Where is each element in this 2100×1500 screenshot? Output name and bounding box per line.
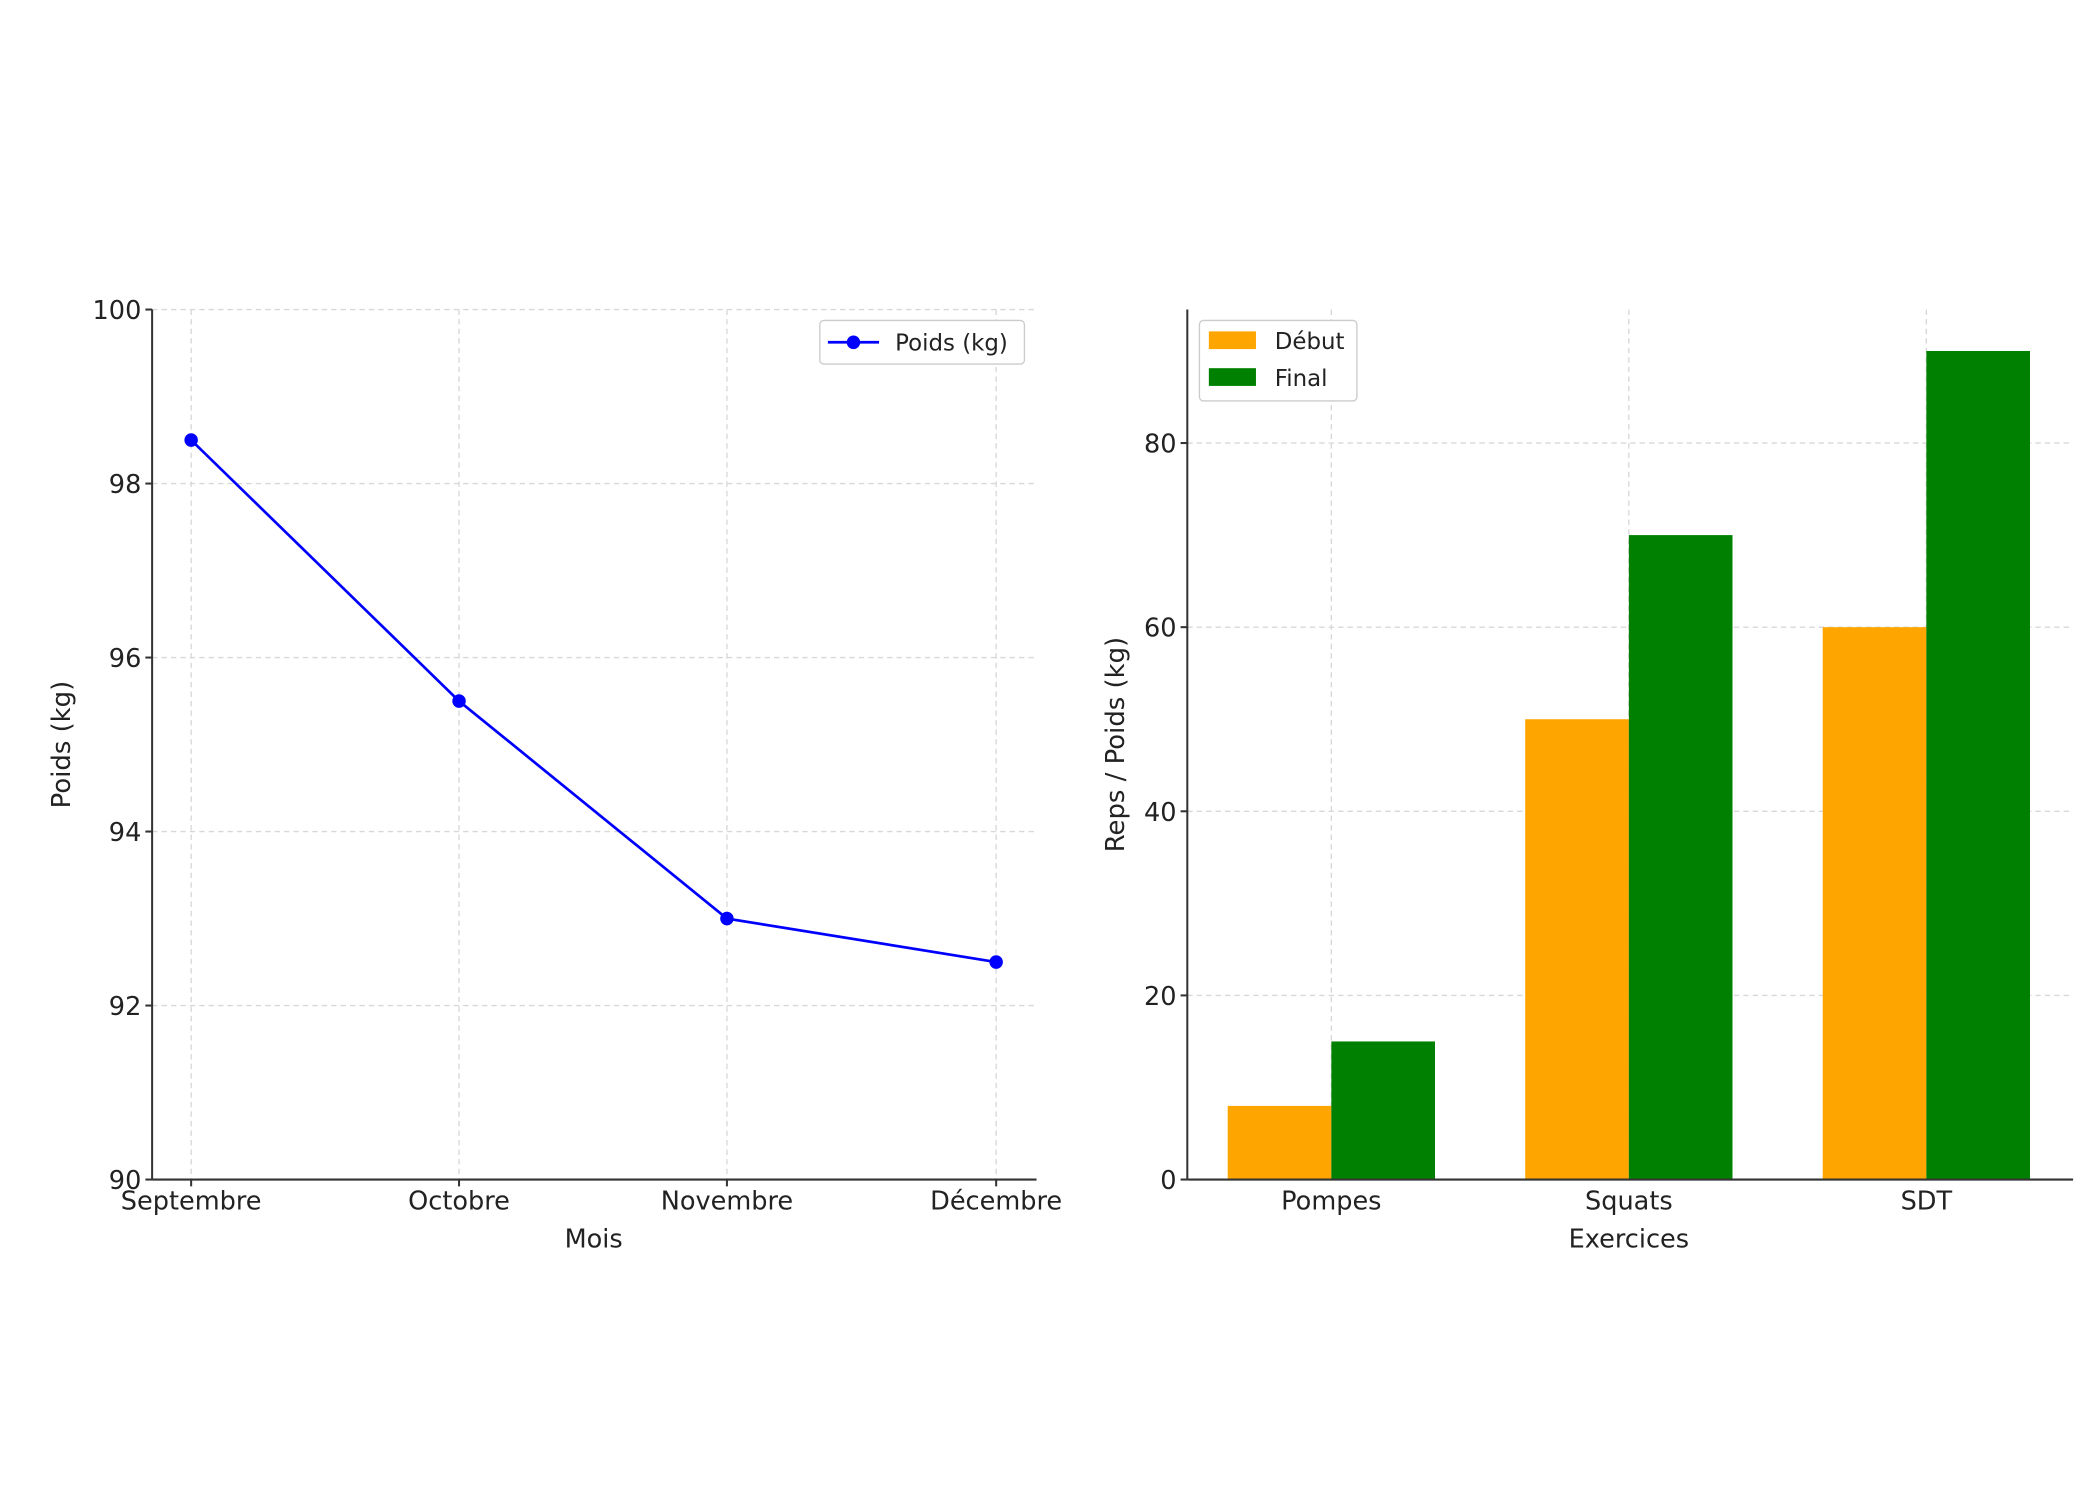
- legend-label: Final: [1275, 366, 1328, 392]
- legend-label: Poids (kg): [895, 330, 1008, 356]
- y-tick-label: 60: [1144, 614, 1177, 644]
- legend-box: [819, 319, 1026, 365]
- bar-chart-exercises: 0 20 40 60 80 Pompes Squats SDT Exercices Reps / …: [1101, 309, 2074, 1255]
- x-tick-label: Novembre: [661, 1186, 793, 1216]
- y-tick-label: 98: [109, 470, 142, 500]
- data-point: [452, 694, 466, 708]
- x-tick-label: Septembre: [121, 1186, 262, 1216]
- data-point: [989, 955, 1003, 969]
- y-tick-label: 90: [109, 1166, 142, 1196]
- x-axis-label: Mois: [565, 1225, 623, 1255]
- bar-final: [1628, 535, 1733, 1180]
- x-tick-label: Squats: [1585, 1186, 1673, 1216]
- bar-final: [1331, 1041, 1435, 1180]
- legend-swatch-icon: [1208, 331, 1256, 350]
- y-tick-label: 20: [1144, 982, 1177, 1012]
- y-tick-label: 40: [1144, 798, 1177, 828]
- bar-debut: [1822, 627, 1927, 1180]
- bar-debut: [1525, 719, 1629, 1180]
- x-tick-label: Octobre: [408, 1186, 510, 1216]
- y-axis-label: Reps / Poids (kg): [1101, 637, 1131, 852]
- y-axis-label: Poids (kg): [47, 681, 77, 809]
- legend-label: Début: [1275, 329, 1345, 355]
- legend: Début Final: [1198, 319, 1358, 402]
- y-tick-label: 100: [93, 296, 142, 326]
- y-tick-label: 80: [1144, 429, 1177, 459]
- y-tick-label: 0: [1160, 1166, 1176, 1196]
- x-axis-label: Exercices: [1569, 1225, 1689, 1255]
- bar-final: [1926, 350, 2030, 1180]
- line-chart-weight: 90 92 94 96 98 100 Septembre Octobre Novembre Déc…: [47, 296, 1062, 1255]
- y-tick-label: 92: [109, 992, 142, 1022]
- legend-swatch-icon: [1208, 368, 1256, 386]
- bar-debut: [1227, 1105, 1332, 1180]
- x-tick-label: SDT: [1901, 1186, 1953, 1216]
- legend-marker-icon: [846, 335, 861, 350]
- legend: Poids (kg): [819, 319, 1026, 365]
- y-tick-label: 94: [109, 818, 142, 848]
- data-point: [184, 433, 198, 447]
- data-point: [720, 911, 734, 926]
- y-tick-label: 96: [109, 644, 142, 674]
- x-tick-label: Pompes: [1281, 1186, 1381, 1216]
- series-line: [190, 439, 997, 964]
- x-tick-label: Décembre: [930, 1186, 1062, 1216]
